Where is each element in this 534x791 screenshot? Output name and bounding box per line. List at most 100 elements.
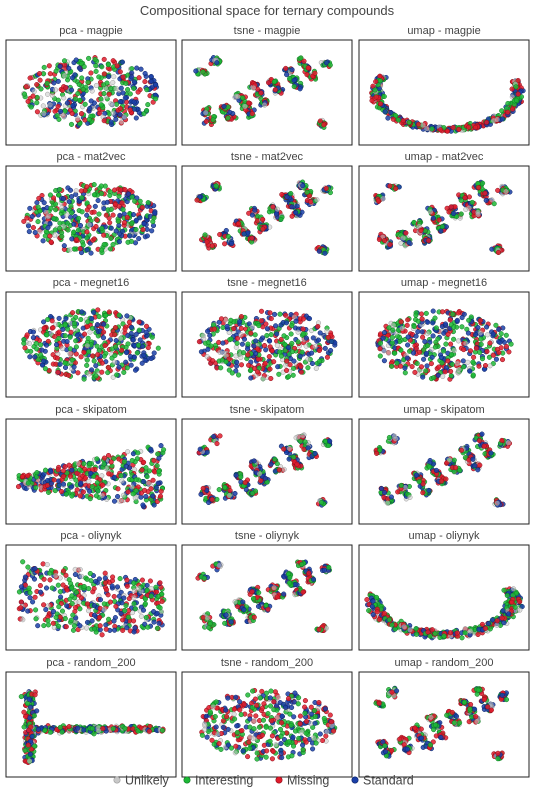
- panel-umap-mat2vec: umap - mat2vec: [358, 151, 530, 272]
- point-standard: [64, 100, 70, 106]
- point-standard: [496, 326, 502, 332]
- point-standard: [149, 228, 155, 234]
- point-unlikely: [390, 322, 396, 328]
- point-missing: [321, 122, 327, 128]
- point-missing: [120, 74, 126, 80]
- point-unlikely: [249, 324, 255, 330]
- point-standard: [293, 318, 299, 324]
- point-missing: [387, 183, 393, 189]
- point-standard: [484, 324, 490, 330]
- point-interesting: [146, 468, 153, 474]
- point-unlikely: [125, 449, 131, 455]
- point-standard: [51, 80, 57, 86]
- point-standard: [137, 215, 143, 221]
- point-standard: [63, 316, 69, 322]
- point-missing: [82, 475, 89, 481]
- point-missing: [51, 333, 57, 340]
- point-interesting: [136, 327, 142, 333]
- point-missing: [48, 239, 54, 245]
- point-interesting: [431, 375, 437, 381]
- point-interesting: [155, 451, 161, 457]
- point-interesting: [435, 336, 441, 342]
- point-missing: [300, 326, 306, 332]
- point-missing: [445, 358, 451, 364]
- point-standard: [205, 346, 211, 352]
- point-interesting: [124, 365, 130, 371]
- point-standard: [140, 502, 146, 508]
- point-standard: [117, 212, 123, 218]
- point-standard: [413, 333, 419, 339]
- point-interesting: [386, 325, 392, 331]
- point-interesting: [156, 468, 162, 474]
- point-missing: [55, 103, 61, 109]
- chart-title: Compositional space for ternary compound…: [140, 3, 395, 18]
- point-missing: [77, 246, 83, 252]
- point-missing: [140, 227, 146, 233]
- point-interesting: [107, 192, 113, 198]
- point-interesting: [145, 102, 151, 108]
- panel-umap-skipatom: umap - skipatom: [358, 404, 530, 525]
- point-interesting: [79, 195, 85, 201]
- point-missing: [69, 110, 75, 117]
- point-interesting: [115, 218, 121, 224]
- point-unlikely: [93, 82, 99, 89]
- point-interesting: [277, 311, 283, 317]
- point-standard: [131, 99, 137, 105]
- point-interesting: [470, 372, 476, 378]
- point-missing: [476, 185, 482, 191]
- point-standard: [241, 231, 247, 237]
- point-unlikely: [465, 359, 471, 365]
- point-missing: [222, 241, 228, 247]
- point-missing: [50, 195, 57, 201]
- point-standard: [48, 480, 54, 486]
- point-interesting: [225, 115, 231, 121]
- point-interesting: [238, 474, 244, 480]
- point-standard: [88, 98, 94, 104]
- point-missing: [439, 309, 446, 315]
- point-unlikely: [203, 110, 209, 116]
- point-interesting: [291, 454, 297, 460]
- point-interesting: [132, 198, 138, 204]
- point-interesting: [288, 331, 294, 337]
- point-interesting: [282, 341, 288, 348]
- point-missing: [51, 477, 57, 483]
- point-missing: [268, 375, 274, 382]
- point-missing: [266, 354, 272, 360]
- point-standard: [274, 331, 280, 337]
- point-interesting: [71, 246, 77, 252]
- point-standard: [128, 362, 134, 368]
- point-interesting: [41, 64, 47, 70]
- point-missing: [238, 362, 245, 368]
- point-standard: [421, 356, 427, 362]
- point-standard: [430, 215, 436, 221]
- point-standard: [88, 250, 94, 256]
- point-standard: [275, 364, 281, 370]
- point-missing: [37, 77, 43, 83]
- point-missing: [418, 311, 425, 317]
- point-standard: [120, 228, 126, 234]
- point-standard: [490, 331, 496, 337]
- point-unlikely: [291, 314, 297, 320]
- point-missing: [378, 101, 384, 107]
- point-interesting: [443, 341, 449, 347]
- point-unlikely: [295, 434, 301, 440]
- point-interesting: [110, 242, 116, 248]
- point-missing: [276, 467, 282, 473]
- point-interesting: [470, 359, 476, 365]
- point-unlikely: [119, 119, 125, 125]
- point-standard: [303, 335, 309, 341]
- point-unlikely: [242, 103, 248, 109]
- point-missing: [101, 329, 107, 335]
- point-missing: [482, 190, 488, 196]
- panel-title: umap - skipatom: [403, 404, 484, 416]
- panel-pca-magpie: pca - magpie: [5, 25, 177, 146]
- point-missing: [209, 243, 215, 249]
- point-standard: [67, 187, 74, 193]
- point-missing: [91, 236, 97, 242]
- point-interesting: [87, 496, 93, 502]
- point-standard: [243, 487, 249, 493]
- point-interesting: [94, 480, 100, 486]
- plot-frame: [181, 39, 353, 146]
- point-standard: [116, 222, 122, 228]
- point-interesting: [288, 190, 294, 197]
